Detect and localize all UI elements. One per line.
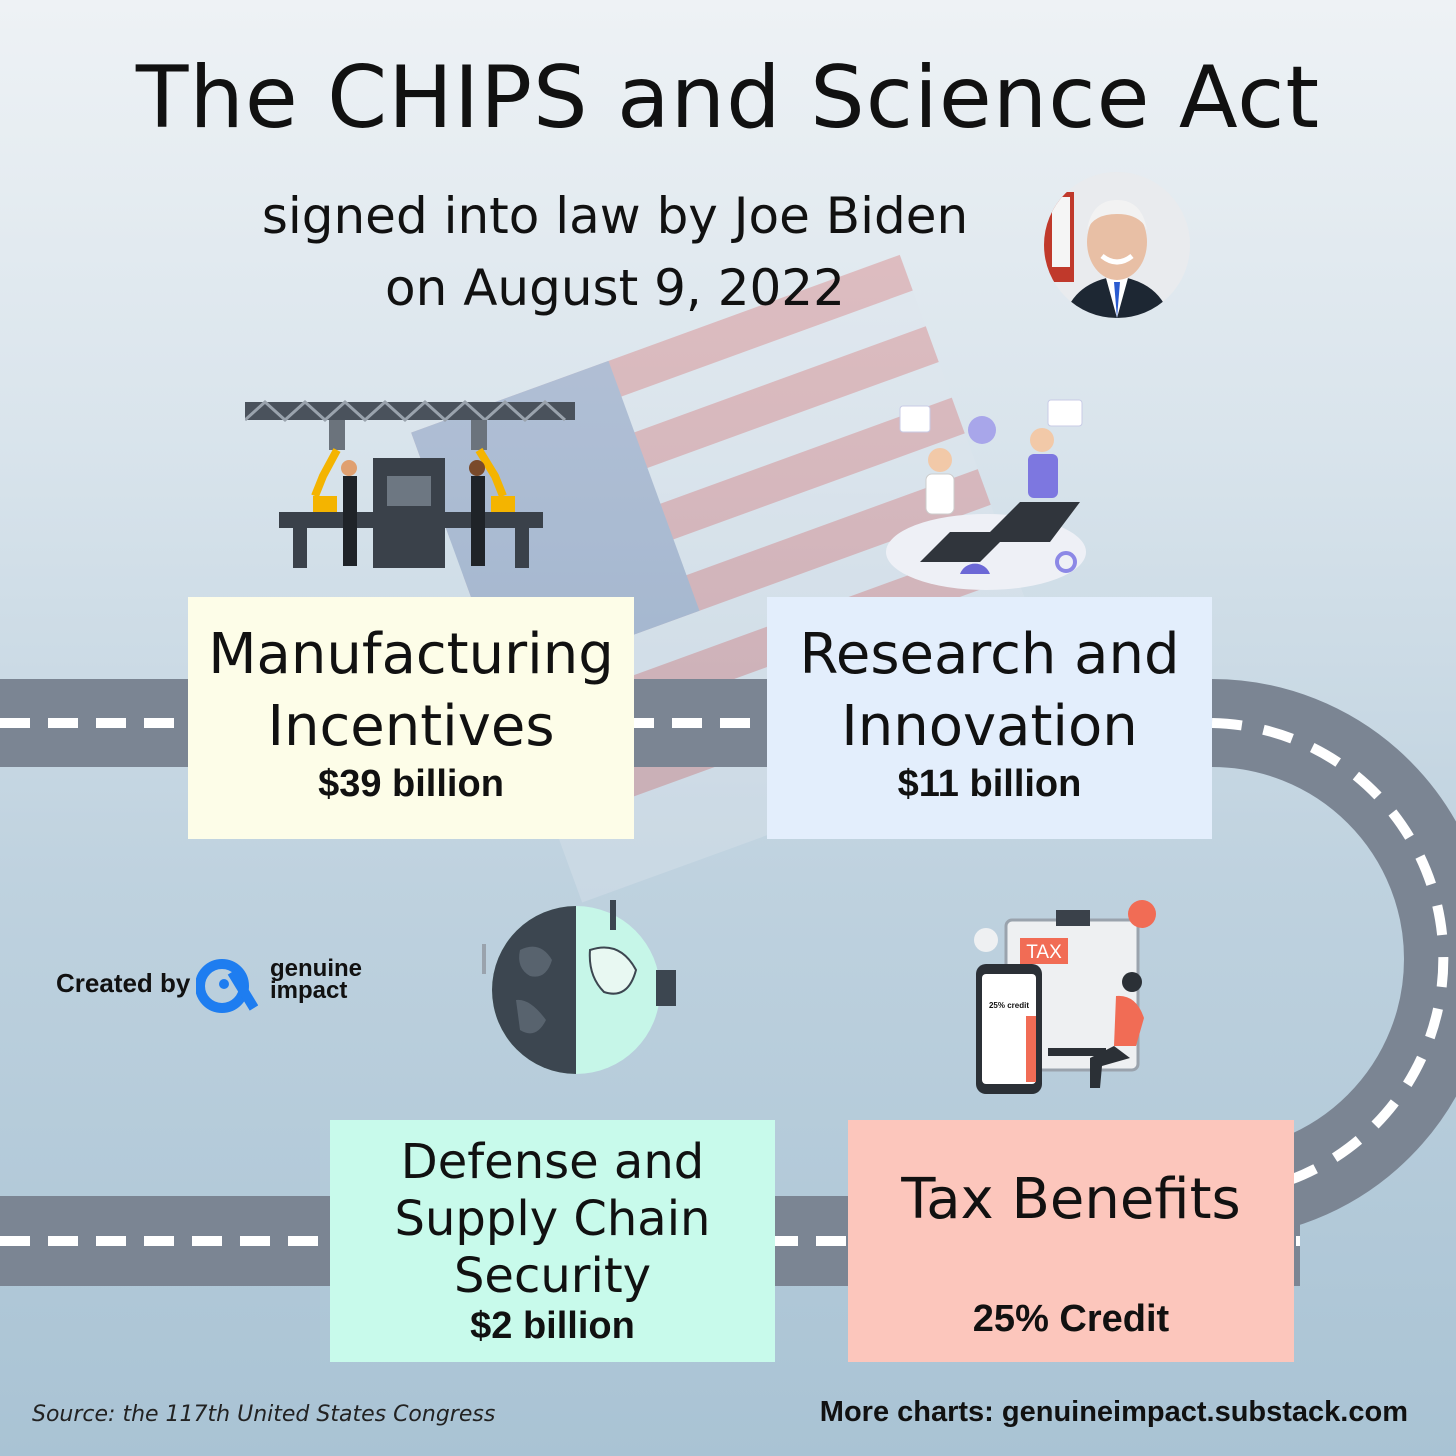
more-charts-link[interactable]: More charts: genuineimpact.substack.com: [819, 1396, 1408, 1428]
box-value: $2 billion: [470, 1305, 635, 1347]
box-manufacturing-incentives: Manufacturing Incentives $39 billion: [188, 597, 634, 839]
genuine-impact-logo-icon: [196, 959, 258, 1013]
tax-sign-text: TAX: [1026, 942, 1062, 963]
globe-icon: [482, 900, 676, 1074]
credit-label: Created by: [56, 968, 191, 998]
brand-name: genuine impact: [270, 955, 363, 1004]
box-research-innovation: Research and Innovation $11 billion: [767, 597, 1212, 839]
box-title-line: Manufacturing: [208, 622, 614, 687]
brand-name-line: impact: [270, 977, 348, 1004]
brand-name-line: genuine: [270, 955, 363, 982]
subtitle-line-2: on August 9, 2022: [385, 259, 845, 317]
box-title-line: Defense and: [400, 1134, 705, 1190]
box-title-line: Supply Chain: [394, 1191, 711, 1247]
box-title-line: Incentives: [267, 694, 555, 759]
box-title-line: Research and: [799, 622, 1180, 687]
box-value: $11 billion: [897, 763, 1082, 805]
factory-robot-arms-icon: [245, 399, 575, 568]
subtitle-line-1: signed into law by Joe Biden: [261, 187, 969, 245]
box-tax-benefits: Tax Benefits 25% Credit: [848, 1120, 1294, 1362]
box-title-line: Security: [453, 1248, 652, 1304]
box-value: $39 billion: [318, 763, 504, 805]
box-value: 25% Credit: [972, 1298, 1170, 1340]
box-defense-supply-chain: Defense and Supply Chain Security $2 bil…: [330, 1120, 775, 1362]
box-title-line: Innovation: [841, 694, 1138, 759]
page-title: The CHIPS and Science Act: [135, 48, 1321, 148]
box-title-line: Tax Benefits: [901, 1167, 1241, 1232]
tax-calculator-icon: TAX 25% credit: [974, 900, 1156, 1094]
research-laptops-icon: [886, 399, 1086, 590]
source-note: Source: the 117th United States Congress: [32, 1402, 496, 1427]
phone-caption-text: 25% credit: [989, 1001, 1029, 1010]
portrait-icon: [1044, 172, 1190, 318]
portrait-photo: [1044, 172, 1190, 318]
subtitle: signed into law by Joe Biden on August 9…: [200, 180, 1030, 324]
